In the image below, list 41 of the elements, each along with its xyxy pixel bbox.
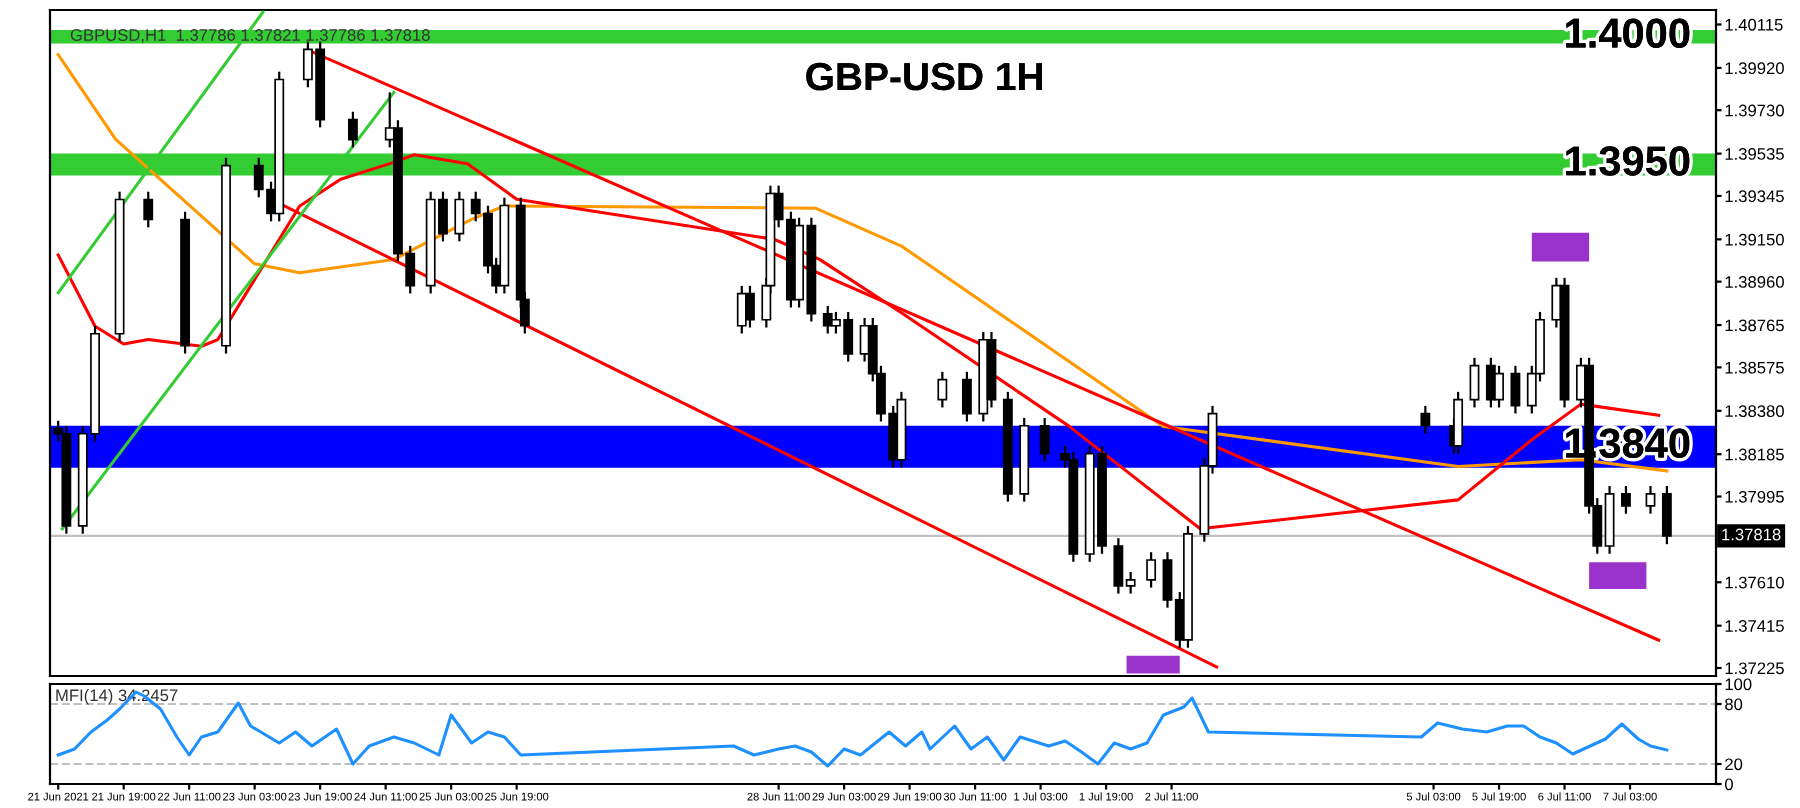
y-tick-label: 1.39535 <box>1725 148 1784 160</box>
candlestick <box>347 111 358 148</box>
candlestick <box>822 305 833 334</box>
candlestick <box>1469 357 1480 408</box>
y-tick-label: 100 <box>1725 678 1752 691</box>
candlestick <box>1039 417 1050 462</box>
y-tick-label: 1.37225 <box>1725 662 1784 675</box>
y-tick-label: 1.38765 <box>1725 319 1784 332</box>
candlestick <box>961 371 972 422</box>
candlestick <box>1494 365 1504 408</box>
y-tick-label: 1.37415 <box>1725 620 1784 632</box>
candlestick <box>1510 365 1521 414</box>
y-tick-label: 1.38575 <box>1725 361 1784 374</box>
candlestick <box>745 285 755 328</box>
candlestick <box>1146 552 1157 588</box>
candlestick <box>1420 405 1431 434</box>
candlestick <box>1453 391 1464 454</box>
y-tick-label: 0 <box>1724 778 1733 791</box>
candlestick <box>143 191 154 228</box>
y-tick-label: 1.37995 <box>1725 490 1784 503</box>
y-tick-label: 1.39150 <box>1725 233 1784 246</box>
y-tick-label: 1.38960 <box>1725 276 1784 288</box>
y-tick-label: 1.40115 <box>1725 18 1783 31</box>
ref-line-label: 1.37818 <box>1722 528 1781 541</box>
y-tick-label: 1.39345 <box>1725 190 1784 203</box>
text: GBP-USD 1H <box>806 62 1042 91</box>
text: GBPUSD,H1 1.37786 1.37821 1.37786 1.37818 <box>70 29 430 43</box>
band-label: 1.3950 <box>1566 146 1690 176</box>
candlestick <box>1621 486 1631 514</box>
y-tick-label: 20 <box>1725 758 1743 771</box>
y-tick-label: 80 <box>1725 698 1743 711</box>
y-tick-label: 1.38380 <box>1725 405 1784 418</box>
candlestick <box>1661 486 1672 545</box>
y-tick-label: 1.38185 <box>1725 448 1784 461</box>
y-tick-label: 1.39730 <box>1725 104 1784 117</box>
candlestick <box>937 371 948 408</box>
line-series <box>56 690 1669 768</box>
y-tick-label: 1.37610 <box>1725 576 1784 589</box>
candlestick <box>1645 486 1656 514</box>
candlestick <box>454 191 465 242</box>
y-tick-label: 1.39920 <box>1725 62 1784 75</box>
